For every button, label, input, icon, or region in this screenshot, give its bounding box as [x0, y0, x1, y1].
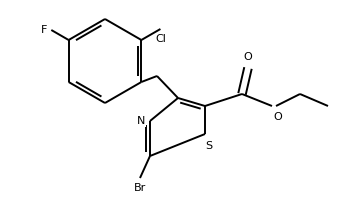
Text: N: N [137, 116, 145, 126]
Text: S: S [206, 141, 212, 151]
Text: Cl: Cl [155, 34, 166, 44]
Text: Br: Br [134, 183, 146, 193]
Text: F: F [41, 25, 47, 35]
Text: O: O [273, 112, 282, 122]
Text: O: O [244, 52, 252, 62]
